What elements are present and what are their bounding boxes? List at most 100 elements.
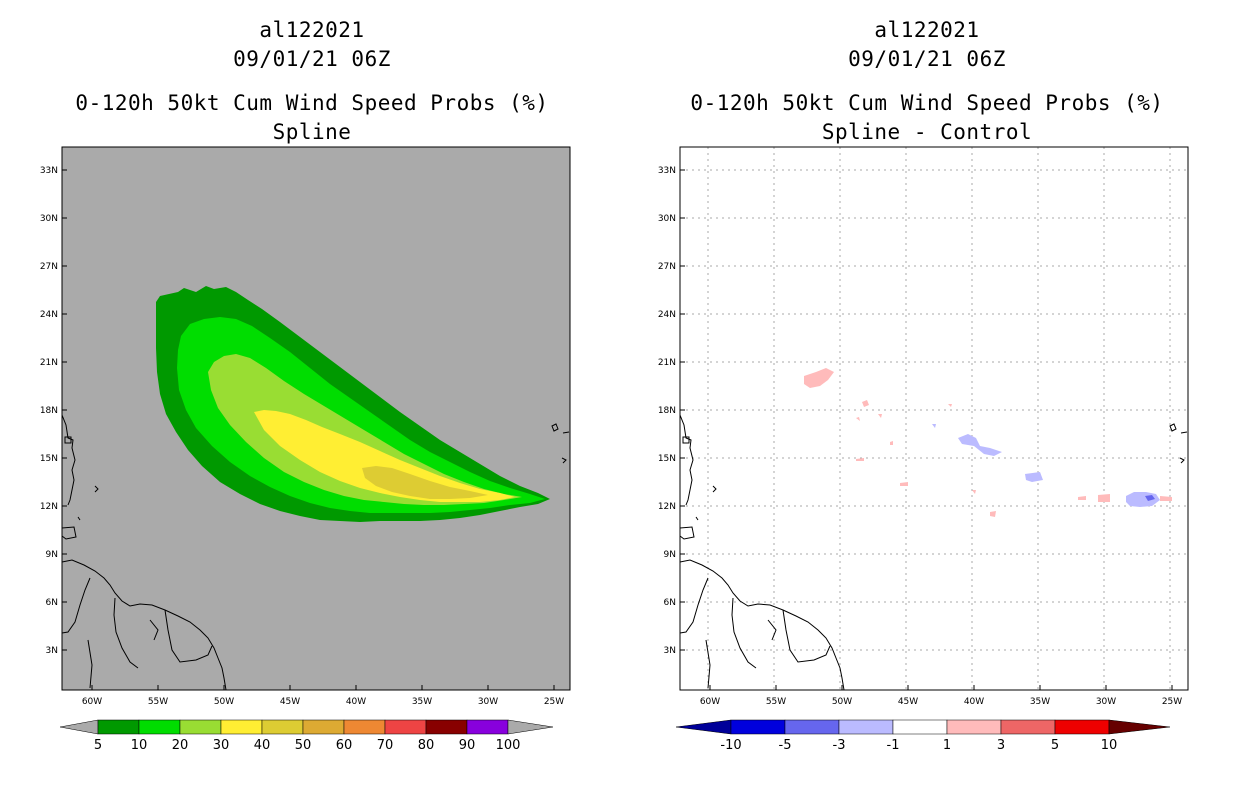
left-cape-verde-islands xyxy=(551,423,570,464)
right-lat-label: 15N xyxy=(658,454,676,464)
right-colorbar-label: 3 xyxy=(997,738,1005,753)
left-french-guiana-border xyxy=(164,609,213,663)
right-map-frame xyxy=(679,146,1189,691)
left-lon-label: 25W xyxy=(544,697,564,707)
left-colorbar-swatch xyxy=(384,719,427,735)
right-trinidad xyxy=(680,526,695,540)
left-colorbar-swatch xyxy=(138,719,181,735)
diff-positive-patch xyxy=(948,404,952,407)
left-lon-label: 45W xyxy=(280,697,300,707)
left-lon-label: 35W xyxy=(412,697,432,707)
right-colorbar-swatch xyxy=(784,719,840,735)
prob-contour-20 xyxy=(208,354,522,505)
right-colorbar-label: -5 xyxy=(779,738,792,753)
diff-positive-patch xyxy=(862,400,869,407)
diff-positive-patch xyxy=(1160,496,1172,501)
left-lon-label: 55W xyxy=(148,697,168,707)
left-inland-border xyxy=(87,619,159,689)
right-lon-label: 25W xyxy=(1162,697,1182,707)
right-south-america-coast xyxy=(680,559,845,690)
diff-negative-patch xyxy=(932,424,936,428)
left-lat-label: 3N xyxy=(46,646,58,656)
left-colorbar-label: 70 xyxy=(377,738,394,753)
left-lat-label: 6N xyxy=(46,598,58,608)
right-colorbar-swatch xyxy=(1000,719,1056,735)
left-suriname-border xyxy=(113,597,139,669)
right-lesser-antilles xyxy=(680,414,717,521)
right-colorbar-swatch xyxy=(1054,719,1110,735)
right-datetime: 09/01/21 06Z xyxy=(848,47,1006,71)
left-colorbar-label: 100 xyxy=(496,738,521,753)
right-gridlines xyxy=(680,147,1188,690)
right-lat-label: 30N xyxy=(658,214,676,224)
left-colorbar-swatch xyxy=(302,719,345,735)
left-lat-label: 9N xyxy=(46,550,58,560)
left-colorbar: 5 10 20 30 40 50 60 70 80 90 100 xyxy=(59,719,554,753)
right-colorbar-label: -1 xyxy=(887,738,900,753)
diff-positive-patch xyxy=(878,414,882,418)
left-map-frame xyxy=(61,146,571,691)
diff-positive-patch xyxy=(1078,496,1086,500)
left-lat-label: 21N xyxy=(40,358,58,368)
prob-contour-30 xyxy=(254,410,515,502)
axis-labels: 33N 30N 27N 24N 21N 18N 15N 12N 9N 6N 3N 60W 55W 50W 4… xyxy=(40,166,1182,707)
left-colorbar-high-arrow xyxy=(507,719,554,735)
diff-positive-patch xyxy=(856,417,860,421)
left-lesser-antilles xyxy=(62,414,99,521)
left-colorbar-label: 40 xyxy=(254,738,271,753)
left-lat-label: 33N xyxy=(40,166,58,176)
right-lon-label: 40W xyxy=(964,697,984,707)
right-storm-id: al122021 xyxy=(874,18,980,42)
left-colorbar-label: 80 xyxy=(418,738,435,753)
left-colorbar-label: 20 xyxy=(172,738,189,753)
right-suriname-border xyxy=(731,597,757,669)
left-lat-label: 24N xyxy=(40,310,58,320)
right-lat-label: 9N xyxy=(664,550,676,560)
left-title: 0-120h 50kt Cum Wind Speed Probs (%) xyxy=(75,91,549,115)
left-colorbar-label: 5 xyxy=(94,738,102,753)
right-coastlines xyxy=(680,414,1188,690)
right-colorbar-label: 5 xyxy=(1051,738,1059,753)
left-lat-label: 27N xyxy=(40,262,58,272)
diff-negative-patch-strong xyxy=(1145,495,1155,501)
left-colorbar-swatch xyxy=(343,719,386,735)
left-coastlines xyxy=(62,414,570,690)
right-french-guiana-border xyxy=(782,609,831,663)
right-guyana-border xyxy=(680,577,709,634)
left-lat-label: 18N xyxy=(40,406,58,416)
right-title: 0-120h 50kt Cum Wind Speed Probs (%) xyxy=(690,91,1164,115)
right-subtitle: Spline - Control xyxy=(821,120,1033,144)
left-map xyxy=(61,146,571,691)
left-colorbar-swatch xyxy=(466,719,509,735)
right-colorbar: -10 -5 -3 -1 1 3 5 10 xyxy=(675,719,1171,753)
right-lon-label: 35W xyxy=(1030,697,1050,707)
left-storm-id: al122021 xyxy=(259,18,365,42)
diff-positive-patch xyxy=(1098,494,1110,502)
right-colorbar-label: 10 xyxy=(1101,738,1118,753)
right-panel-title: al122021 09/01/21 06Z 0-120h 50kt Cum Wi… xyxy=(647,16,1207,147)
diff-positive-patch xyxy=(990,511,996,517)
diff-positive-patch xyxy=(900,482,908,486)
right-map-background xyxy=(680,147,1188,690)
left-colorbar-swatch xyxy=(179,719,222,735)
right-colorbar-high-arrow xyxy=(1108,719,1171,735)
right-colorbar-low-arrow xyxy=(675,719,732,735)
left-guyana-border xyxy=(62,577,91,634)
right-lon-label: 30W xyxy=(1096,697,1116,707)
left-lon-label: 50W xyxy=(214,697,234,707)
left-subtitle: Spline xyxy=(272,120,352,144)
left-trinidad xyxy=(62,526,77,540)
right-colorbar-swatch xyxy=(892,719,948,735)
right-lon-label: 60W xyxy=(700,697,720,707)
left-lat-label: 12N xyxy=(40,502,58,512)
prob-contour-40 xyxy=(362,466,488,499)
right-lat-label: 18N xyxy=(658,406,676,416)
right-lon-label: 55W xyxy=(766,697,786,707)
right-lat-label: 12N xyxy=(658,502,676,512)
diff-positive-patch xyxy=(804,368,834,388)
right-lat-label: 21N xyxy=(658,358,676,368)
right-colorbar-label: -10 xyxy=(720,738,741,753)
left-probability-field xyxy=(156,286,550,522)
right-colorbar-swatch xyxy=(946,719,1002,735)
